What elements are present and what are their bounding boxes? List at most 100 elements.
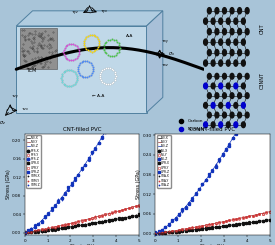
Circle shape [234,18,238,24]
Circle shape [226,83,230,89]
Circle shape [241,39,245,45]
Circle shape [234,60,238,66]
Text: $\tau_{zy}$: $\tau_{zy}$ [11,93,19,101]
Title: CNT-filled PVC: CNT-filled PVC [63,127,101,133]
Circle shape [222,8,226,14]
Circle shape [204,122,208,128]
Circle shape [211,122,215,128]
Circle shape [230,8,234,14]
Text: C3NNT: C3NNT [260,72,265,89]
Circle shape [226,60,230,66]
Circle shape [241,60,245,66]
Circle shape [241,83,245,89]
Circle shape [245,74,249,79]
Text: $\tau_{xz}$: $\tau_{xz}$ [161,62,169,69]
Text: TEM: TEM [26,69,37,74]
Circle shape [226,122,230,128]
Circle shape [238,93,241,98]
Circle shape [238,29,241,35]
Circle shape [230,93,234,98]
Circle shape [245,49,249,56]
Circle shape [207,49,211,56]
Circle shape [238,112,241,118]
Circle shape [207,8,211,14]
Circle shape [215,74,219,79]
X-axis label: Strain (%): Strain (%) [70,244,94,245]
Circle shape [238,8,241,14]
X-axis label: Strain (%): Strain (%) [200,244,225,245]
Legend: MD-X, MD-Y, MD-Z, ML-X, ML-Y, ML-Z, GPR-X, GPR-Y, GPR-Z, SVA-X, SVA-Y, SVA-Z: MD-X, MD-Y, MD-Z, ML-X, ML-Y, ML-Z, GPR-… [157,135,171,188]
Circle shape [219,83,223,89]
Title: C3NNT-filled PVC: C3NNT-filled PVC [189,127,235,133]
Circle shape [215,8,219,14]
Circle shape [211,102,215,108]
Circle shape [204,83,208,89]
Circle shape [230,49,234,56]
Circle shape [245,112,249,118]
Circle shape [215,93,219,98]
Circle shape [245,93,249,98]
Circle shape [215,29,219,35]
Text: ← A-A: ← A-A [92,94,104,98]
Circle shape [211,39,215,45]
Circle shape [207,112,211,118]
Y-axis label: Stress (GPa): Stress (GPa) [136,170,141,199]
Text: $\tau_{zx}$: $\tau_{zx}$ [21,106,29,113]
Circle shape [241,18,245,24]
Circle shape [245,8,249,14]
Circle shape [222,29,226,35]
Circle shape [234,102,238,108]
Polygon shape [16,26,147,112]
Circle shape [226,18,230,24]
Circle shape [222,49,226,56]
Circle shape [219,18,223,24]
Circle shape [219,39,223,45]
Circle shape [241,122,245,128]
Circle shape [204,60,208,66]
Circle shape [226,102,230,108]
Text: $\tau_{xy}$: $\tau_{xy}$ [161,38,169,46]
Circle shape [230,74,234,79]
Circle shape [234,83,238,89]
Text: $\tau_{yz}$: $\tau_{yz}$ [71,9,79,17]
Y-axis label: Stress (GPa): Stress (GPa) [6,170,11,199]
Circle shape [219,60,223,66]
Circle shape [230,112,234,118]
Text: A-A: A-A [126,34,134,38]
Circle shape [245,29,249,35]
Text: Nitrogen: Nitrogen [188,127,207,131]
Polygon shape [16,11,163,26]
Text: CNT: CNT [260,23,265,34]
Circle shape [215,49,219,56]
Text: $\sigma_x$: $\sigma_x$ [168,50,175,58]
Circle shape [204,39,208,45]
Circle shape [226,39,230,45]
Circle shape [219,102,223,108]
Circle shape [222,93,226,98]
Circle shape [238,74,241,79]
Circle shape [222,74,226,79]
Circle shape [238,49,241,56]
Polygon shape [20,28,57,69]
Circle shape [219,122,223,128]
Text: $\sigma_y$: $\sigma_y$ [84,0,91,1]
Circle shape [222,112,226,118]
Circle shape [230,29,234,35]
Circle shape [241,102,245,108]
Circle shape [207,93,211,98]
Circle shape [211,60,215,66]
Circle shape [204,18,208,24]
Circle shape [215,112,219,118]
Circle shape [204,102,208,108]
Legend: MD-X, MD-Y, MD-Z, RFS-X, RFS-Y, RFS-Z, GPR-X, GPR-Y, GPR-Z, SVM-X, SVM-Y, SVM-Z: MD-X, MD-Y, MD-Z, RFS-X, RFS-Y, RFS-Z, G… [26,135,41,188]
Circle shape [211,83,215,89]
Text: $\sigma_z$: $\sigma_z$ [0,120,6,127]
Text: Carbon: Carbon [188,119,204,123]
Circle shape [234,39,238,45]
Text: $\tau_{yx}$: $\tau_{yx}$ [100,8,108,16]
Circle shape [211,18,215,24]
Circle shape [207,29,211,35]
Circle shape [234,122,238,128]
Circle shape [207,74,211,79]
Polygon shape [147,11,163,112]
